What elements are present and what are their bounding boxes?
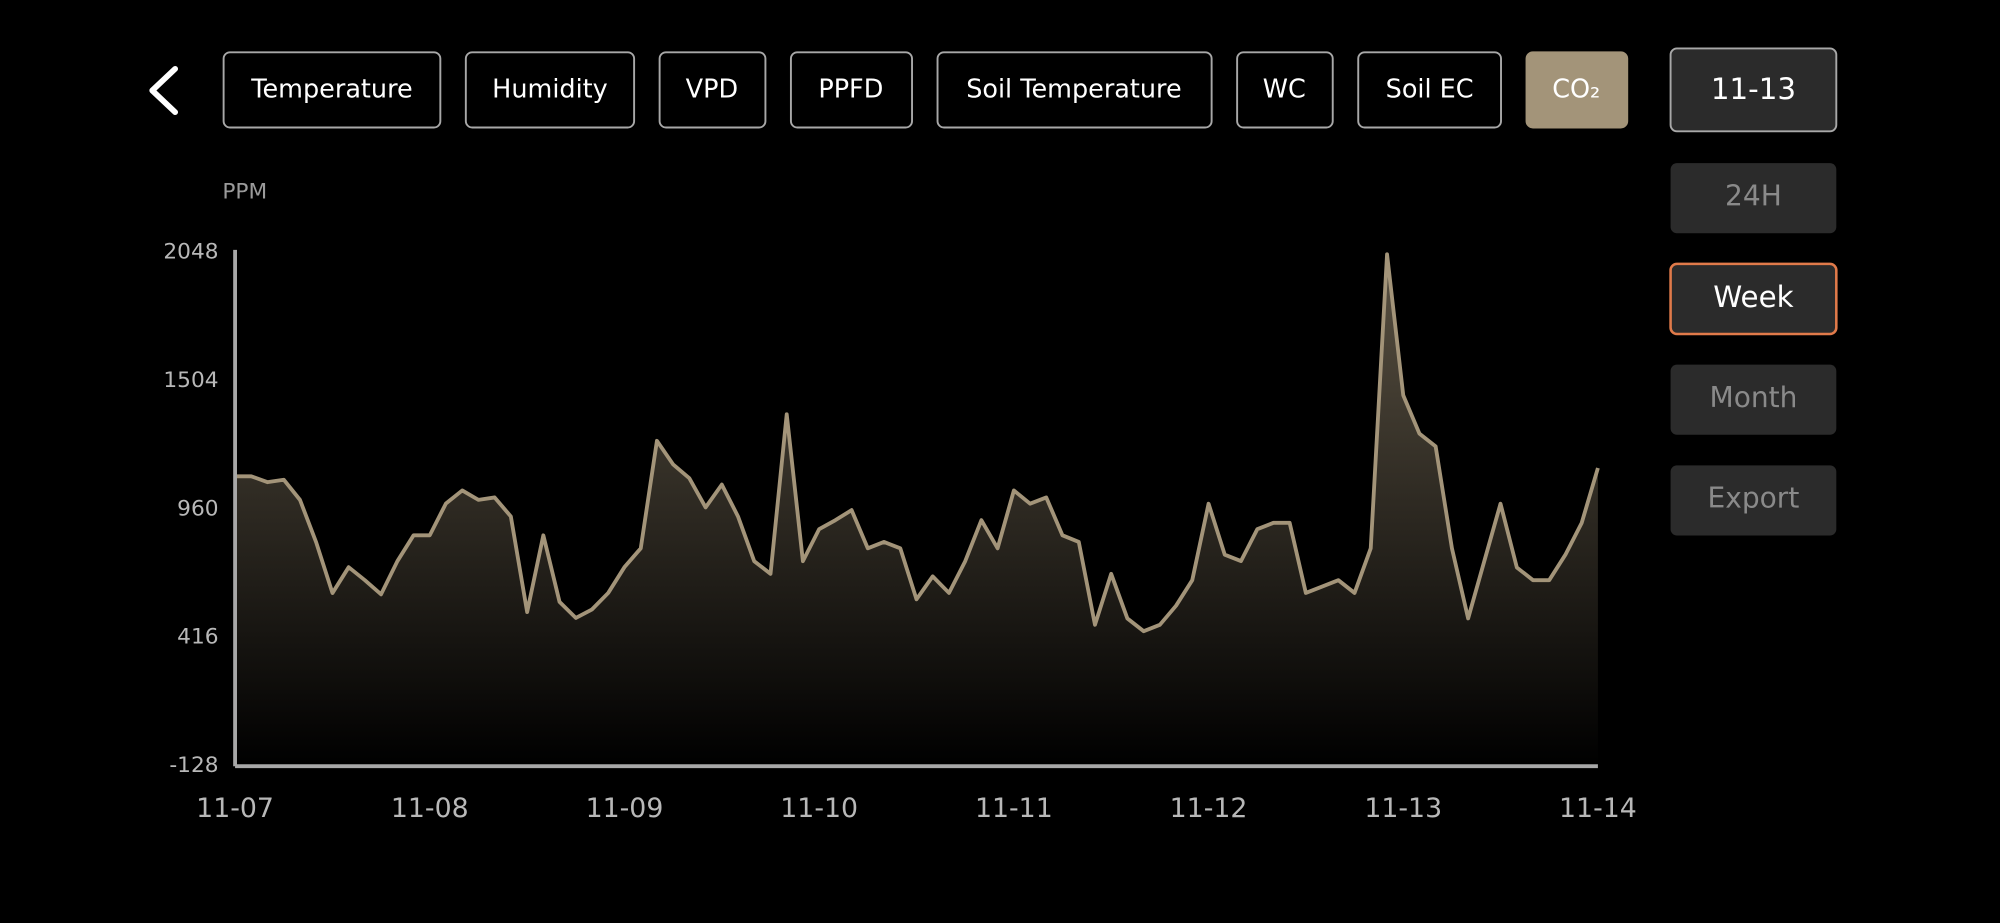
x-tick-label: 11-08 [391, 793, 469, 824]
tab-label: CO₂ [1552, 75, 1600, 105]
tab-label: Temperature [250, 75, 412, 105]
tab[interactable]: Humidity [464, 51, 636, 129]
date-label: 11-13 [1711, 72, 1796, 106]
y-tick-label: -128 [169, 753, 218, 778]
export-button[interactable]: Export [1670, 465, 1837, 536]
range-button[interactable]: 24H [1670, 163, 1837, 234]
range-label: Week [1713, 280, 1793, 314]
tab[interactable]: Soil EC [1357, 51, 1502, 129]
tab-label: Soil Temperature [966, 75, 1181, 105]
x-tick-label: 11-10 [780, 793, 858, 824]
area-fill [235, 254, 1598, 767]
plot: 2048 1504 960 416 -128 11-07 11-08 11-09 11-10 11… [163, 239, 1636, 824]
export-label: Export [1708, 482, 1800, 515]
tab[interactable]: WC [1236, 51, 1334, 129]
tab-label: Humidity [492, 75, 608, 105]
x-tick-label: 11-13 [1364, 793, 1442, 824]
x-tick-label: 11-14 [1559, 793, 1637, 824]
x-tick-label: 11-11 [975, 793, 1053, 824]
tab[interactable]: PPFD [789, 51, 913, 129]
tab[interactable]: VPD [658, 51, 767, 129]
tab-label: Soil EC [1386, 75, 1474, 105]
x-tick-label: 11-07 [196, 793, 274, 824]
tab-label: VPD [686, 75, 738, 105]
y-tick-label: 1504 [163, 368, 218, 393]
x-tick-label: 11-12 [1170, 793, 1248, 824]
range-button-selected[interactable]: Week [1669, 262, 1838, 336]
range-label: 24H [1725, 180, 1782, 213]
y-tick-label: 416 [177, 625, 218, 650]
tab-selected[interactable]: CO₂ [1525, 51, 1629, 129]
y-tick-label: 960 [177, 496, 218, 521]
y-tick-label: 2048 [163, 239, 218, 264]
back-button[interactable] [149, 65, 179, 116]
x-tick-label: 11-09 [586, 793, 664, 824]
tab[interactable]: Temperature [222, 51, 442, 129]
y-axis-label: PPM [222, 180, 267, 205]
range-button[interactable]: Month [1670, 364, 1837, 435]
date-picker[interactable]: 11-13 [1669, 47, 1838, 133]
tab[interactable]: Soil Temperature [936, 51, 1213, 129]
tab-label: WC [1263, 75, 1306, 105]
tab-label: PPFD [818, 75, 883, 105]
range-label: Month [1710, 381, 1798, 414]
line [235, 252, 1600, 634]
